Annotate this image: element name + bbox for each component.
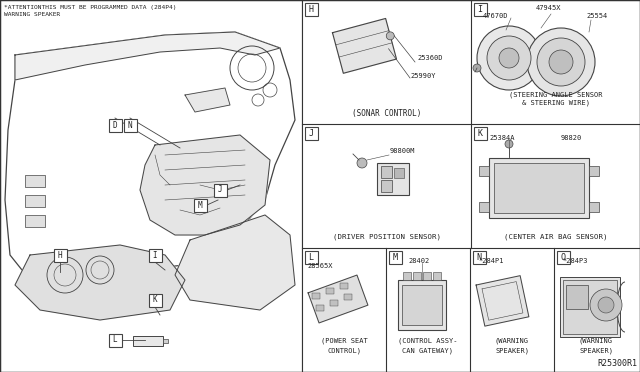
Circle shape: [499, 48, 519, 68]
Text: K: K: [153, 295, 157, 305]
Bar: [25, 195, 45, 207]
Polygon shape: [185, 88, 230, 112]
Bar: [305, 127, 318, 140]
Text: 98800M: 98800M: [390, 148, 415, 154]
Bar: [563, 280, 617, 334]
Bar: [316, 305, 324, 311]
Polygon shape: [5, 32, 295, 300]
Bar: [402, 285, 442, 325]
Text: 25384A: 25384A: [489, 135, 515, 141]
Bar: [109, 119, 122, 132]
Circle shape: [590, 289, 622, 321]
Bar: [413, 272, 421, 280]
Text: (WARNING
SPEAKER): (WARNING SPEAKER): [579, 338, 613, 353]
Text: H: H: [58, 250, 62, 260]
Text: 25990Y: 25990Y: [410, 73, 435, 79]
Bar: [344, 295, 352, 301]
Circle shape: [505, 140, 513, 148]
Bar: [489, 158, 589, 218]
Text: O: O: [561, 253, 566, 262]
Bar: [305, 251, 318, 264]
Text: (STEERING ANGLE SENSOR
& STEERING WIRE): (STEERING ANGLE SENSOR & STEERING WIRE): [509, 91, 603, 106]
Bar: [494, 163, 584, 213]
Text: L: L: [113, 336, 117, 344]
Polygon shape: [333, 19, 397, 73]
Text: (CONTROL ASSY-
CAN GATEWAY): (CONTROL ASSY- CAN GATEWAY): [398, 338, 458, 353]
Text: J: J: [218, 186, 222, 195]
Bar: [25, 175, 45, 187]
Text: N: N: [128, 121, 132, 129]
Text: 28565X: 28565X: [307, 263, 333, 269]
Bar: [133, 336, 163, 346]
Bar: [0, 0, 302, 372]
Bar: [403, 272, 411, 280]
Circle shape: [549, 50, 573, 74]
Bar: [214, 184, 227, 197]
Bar: [330, 299, 338, 305]
Bar: [25, 215, 45, 227]
Text: I: I: [477, 4, 483, 13]
Text: R25300R1: R25300R1: [597, 359, 637, 368]
Bar: [124, 119, 137, 132]
Circle shape: [477, 26, 541, 90]
Bar: [398, 280, 446, 330]
Polygon shape: [15, 245, 185, 320]
Bar: [566, 285, 588, 309]
Text: (DRIVER POSITION SENSOR): (DRIVER POSITION SENSOR): [333, 233, 441, 240]
Text: I: I: [153, 250, 157, 260]
Text: M: M: [198, 201, 202, 209]
Circle shape: [357, 158, 367, 168]
Bar: [163, 339, 168, 343]
Polygon shape: [175, 215, 295, 310]
Circle shape: [487, 36, 531, 80]
Bar: [312, 294, 320, 299]
Bar: [473, 251, 486, 264]
Bar: [377, 163, 409, 195]
Bar: [589, 202, 599, 212]
Text: 25360D: 25360D: [417, 55, 442, 61]
Bar: [381, 166, 392, 178]
Bar: [302, 0, 640, 372]
Text: J: J: [308, 128, 314, 138]
Circle shape: [537, 38, 585, 86]
Bar: [109, 334, 122, 347]
Bar: [557, 251, 570, 264]
Polygon shape: [15, 32, 280, 80]
Circle shape: [527, 28, 595, 96]
Bar: [340, 283, 348, 289]
Text: *ATTENTIONTHIS MUST BE PROGRAMMED DATA (284P4)
WARNING SPEAKER: *ATTENTIONTHIS MUST BE PROGRAMMED DATA (…: [4, 5, 177, 17]
Bar: [474, 127, 487, 140]
Bar: [149, 294, 162, 307]
Text: M: M: [392, 253, 397, 262]
Circle shape: [598, 297, 614, 313]
Bar: [394, 168, 404, 178]
Bar: [194, 199, 207, 212]
Text: *284P3: *284P3: [562, 258, 588, 264]
Text: H: H: [308, 4, 314, 13]
Text: D: D: [113, 121, 117, 129]
Bar: [381, 180, 392, 192]
Bar: [560, 277, 620, 337]
Text: 28402: 28402: [408, 258, 429, 264]
Polygon shape: [140, 135, 270, 235]
Bar: [423, 272, 431, 280]
Circle shape: [473, 64, 481, 72]
Text: L: L: [308, 253, 314, 262]
Bar: [54, 249, 67, 262]
Polygon shape: [476, 276, 529, 326]
Text: 47670D: 47670D: [483, 13, 509, 19]
Text: (WARNING
SPEAKER): (WARNING SPEAKER): [495, 338, 529, 353]
Circle shape: [387, 32, 394, 40]
Text: 47945X: 47945X: [536, 5, 561, 11]
Bar: [479, 166, 489, 176]
Text: (CENTER AIR BAG SENSOR): (CENTER AIR BAG SENSOR): [504, 233, 608, 240]
Bar: [479, 202, 489, 212]
Bar: [149, 249, 162, 262]
Text: 25554: 25554: [586, 13, 607, 19]
Text: K: K: [477, 128, 483, 138]
Text: (POWER SEAT
CONTROL): (POWER SEAT CONTROL): [321, 338, 367, 353]
Polygon shape: [308, 275, 368, 323]
Bar: [589, 166, 599, 176]
Bar: [474, 3, 487, 16]
Bar: [433, 272, 441, 280]
